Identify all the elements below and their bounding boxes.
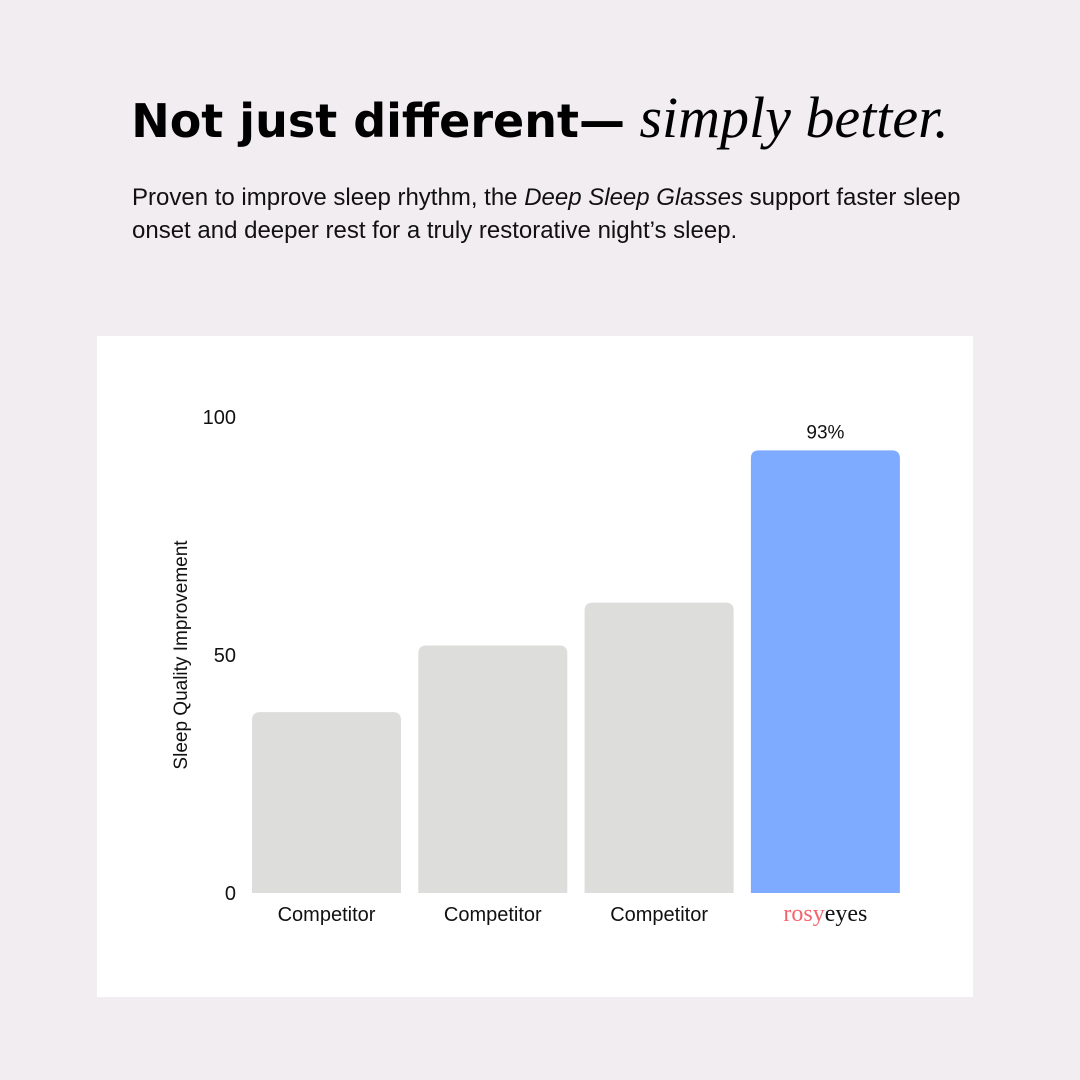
y-tick-label: 50	[214, 645, 236, 667]
subtitle-post: support faster sleep onset and deeper re…	[132, 184, 961, 244]
bar	[418, 645, 568, 893]
y-tick-label: 0	[225, 883, 236, 905]
subtitle-product: Deep Sleep Glasses	[524, 184, 743, 211]
headline-bold: Not just different—	[131, 94, 625, 148]
headline-italic: simply better.	[624, 85, 949, 150]
bar	[252, 712, 401, 893]
subtitle: Proven to improve sleep rhythm, the Deep…	[132, 181, 962, 247]
x-tick-label: Competitor	[278, 904, 376, 926]
bar	[584, 602, 734, 893]
rosyeyes-logo: rosyeyes	[783, 901, 867, 927]
data-label: 93%	[806, 422, 844, 443]
bar	[750, 450, 900, 893]
x-tick-label: Competitor	[444, 904, 542, 926]
y-axis-label: Sleep Quality Improvement	[171, 540, 192, 770]
y-tick-label: 100	[203, 407, 236, 429]
x-tick-label: Competitor	[610, 904, 708, 926]
subtitle-pre: Proven to improve sleep rhythm, the	[132, 184, 525, 211]
headline: Not just different— simply better.	[0, 84, 1080, 151]
